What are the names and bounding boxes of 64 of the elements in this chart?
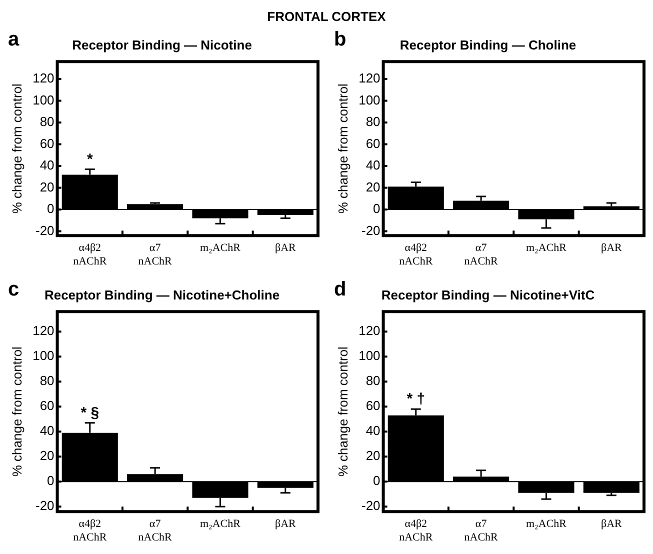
- y-tick-label: -20: [35, 222, 54, 238]
- y-tick-label: -20: [361, 222, 380, 238]
- y-tick-label: 120: [358, 70, 380, 86]
- y-tick-label: 20: [40, 448, 54, 464]
- chart-title: Receptor Binding — Nicotine+Choline: [44, 287, 280, 302]
- text: FRONTAL CORTEX: [266, 8, 387, 26]
- text: b: [334, 28, 346, 51]
- annotation: * †: [406, 390, 426, 408]
- y-tick-label: -20: [35, 498, 54, 514]
- x-tick-label: βAR: [600, 518, 623, 530]
- y-tick-label: 20: [366, 448, 380, 464]
- y-axis-title: % change from control: [9, 83, 24, 214]
- text: d: [334, 278, 346, 301]
- y-tick-label: 80: [40, 373, 54, 388]
- y-axis-title: % change from control: [335, 83, 350, 214]
- y-tick-label: 40: [366, 158, 380, 173]
- y-tick-label: 0: [47, 473, 54, 488]
- y-tick-label: 80: [366, 114, 380, 130]
- x-tick-label: m₂AChR: [200, 518, 242, 530]
- y-tick-label: 0: [373, 201, 380, 216]
- y-axis-title: % change from control: [9, 346, 24, 477]
- x-tick-label: α7 nAChR: [138, 518, 173, 544]
- y-tick-label: 120: [32, 70, 54, 86]
- x-tick-label: α4β2 nAChR: [73, 518, 108, 544]
- y-tick-label: 60: [366, 136, 380, 151]
- annotation: * §: [80, 404, 100, 422]
- y-tick-label: 80: [366, 373, 380, 388]
- y-tick-label: -20: [361, 498, 380, 514]
- text: c: [8, 278, 20, 301]
- y-tick-label: 120: [32, 323, 54, 338]
- x-tick-label: α7 nAChR: [138, 242, 173, 268]
- y-tick-label: 120: [358, 323, 380, 338]
- x-tick-label: m₂AChR: [526, 518, 568, 530]
- y-tick-label: 40: [366, 423, 380, 438]
- annotation: *: [86, 150, 93, 168]
- y-tick-label: 20: [40, 179, 54, 194]
- y-tick-label: 100: [358, 348, 380, 364]
- x-tick-label: α4β2 nAChR: [73, 242, 108, 268]
- y-tick-label: 40: [40, 423, 54, 438]
- y-tick-label: 40: [40, 158, 54, 173]
- y-tick-label: 20: [366, 179, 380, 194]
- x-tick-label: α4β2 nAChR: [399, 518, 434, 544]
- x-tick-label: βAR: [274, 518, 297, 530]
- y-axis-title: % change from control: [335, 346, 350, 477]
- y-tick-label: 0: [373, 473, 380, 488]
- x-tick-label: βAR: [600, 242, 623, 254]
- y-tick-label: 100: [358, 92, 380, 108]
- chart-title: Receptor Binding — Nicotine: [72, 37, 252, 52]
- y-tick-label: 60: [366, 398, 380, 414]
- y-tick-label: 60: [40, 136, 54, 151]
- x-tick-label: α7 nAChR: [464, 518, 499, 544]
- chart-title: Receptor Binding — Nicotine+VitC: [381, 287, 596, 302]
- x-tick-label: α4β2 nAChR: [399, 242, 434, 268]
- x-tick-label: α7 nAChR: [464, 242, 499, 268]
- chart-title: Receptor Binding — Choline: [400, 37, 576, 52]
- y-tick-label: 0: [47, 201, 54, 216]
- y-tick-label: 60: [40, 398, 54, 414]
- x-tick-label: βAR: [274, 242, 297, 254]
- x-tick-label: m₂AChR: [526, 242, 568, 254]
- x-tick-label: m₂AChR: [200, 242, 242, 254]
- y-tick-label: 100: [32, 348, 54, 364]
- y-tick-label: 100: [32, 92, 54, 108]
- y-tick-label: 80: [40, 114, 54, 130]
- text: a: [8, 28, 20, 51]
